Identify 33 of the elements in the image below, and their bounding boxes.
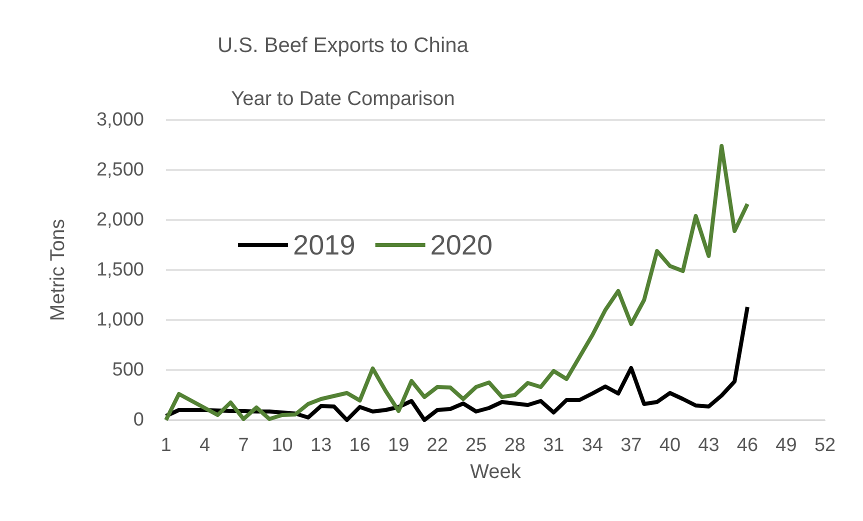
y-tick-label: 500 [112,360,144,380]
x-tick-label: 19 [388,435,410,456]
x-axis-title: Week [470,461,522,483]
chart-subtitle: Year to Date Comparison [231,88,455,110]
line-series [164,305,750,422]
x-tick-label: 7 [238,435,249,456]
x-tick-label: 46 [736,435,758,456]
line-series [164,144,750,422]
x-tick-label: 37 [620,435,642,456]
x-tick-label: 22 [426,435,448,456]
y-tick-label: 1,500 [96,260,144,280]
x-tick-label: 28 [504,435,526,456]
chart-title: U.S. Beef Exports to China [218,34,469,57]
x-tick-label: 10 [272,435,293,456]
x-tick-label: 40 [659,435,681,456]
x-tick-label: 1 [160,435,172,456]
x-tick-label: 43 [698,435,720,456]
x-tick-label: 4 [199,435,210,456]
y-tick-label: 3,000 [96,110,144,130]
y-axis-title: Metric Tons [47,219,69,321]
y-tick-label: 0 [133,410,144,430]
y-tick-label: 1,000 [96,310,144,330]
legend-label: 2020 [430,230,493,260]
x-tick-label: 49 [776,435,797,456]
x-tick-label: 31 [543,435,564,456]
x-tick-label: 13 [310,435,332,456]
x-tick-label: 34 [582,435,604,456]
x-tick-label: 52 [814,435,836,456]
legend-label: 2019 [293,230,356,260]
x-tick-label: 25 [466,435,487,456]
y-tick-label: 2,000 [96,210,144,230]
x-tick-label: 16 [349,435,370,456]
y-tick-label: 2,500 [96,160,144,180]
